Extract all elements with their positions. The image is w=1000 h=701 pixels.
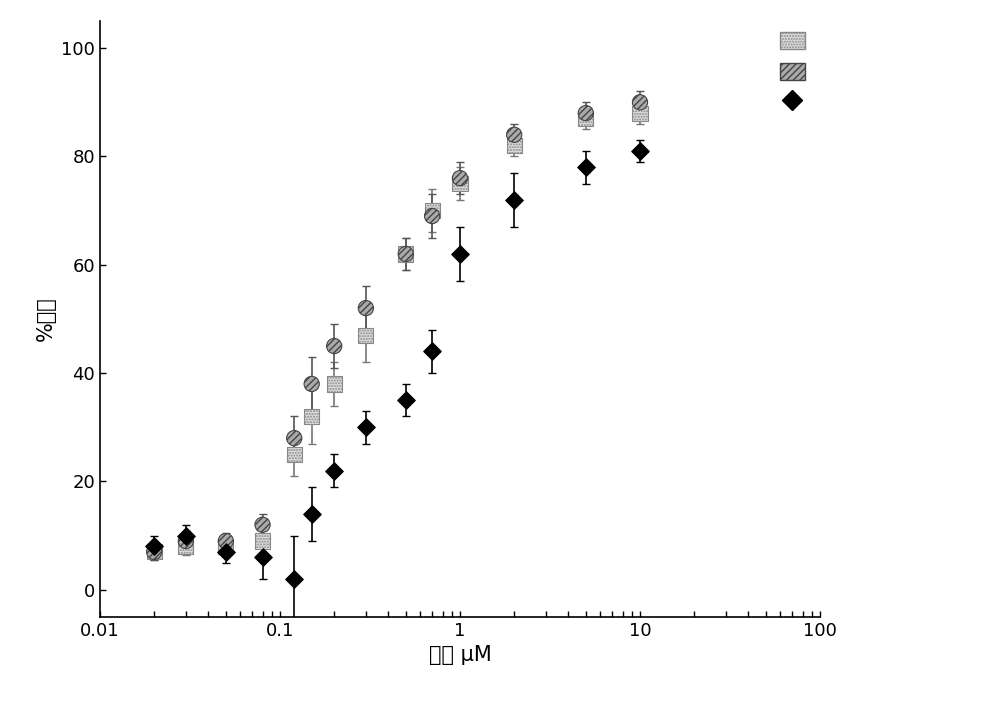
- Y-axis label: %抑制: %抑制: [36, 297, 56, 341]
- Point: [578, 107, 594, 118]
- Point: [326, 341, 342, 352]
- Point: [358, 329, 374, 341]
- Point: [506, 140, 522, 151]
- Point: [326, 379, 342, 390]
- Point: [146, 541, 162, 552]
- Point: [304, 379, 320, 390]
- Point: [424, 210, 440, 222]
- X-axis label: 浓度 μM: 浓度 μM: [429, 646, 491, 665]
- Point: [255, 552, 271, 563]
- Point: [398, 395, 414, 406]
- Point: [178, 530, 194, 541]
- Point: [146, 546, 162, 557]
- Point: [286, 449, 302, 460]
- Point: [452, 172, 468, 184]
- Point: [304, 508, 320, 519]
- Point: [286, 433, 302, 444]
- Point: [178, 536, 194, 547]
- Point: [286, 573, 302, 585]
- Point: [578, 162, 594, 173]
- Point: [632, 145, 648, 156]
- Point: [506, 194, 522, 205]
- Point: [578, 113, 594, 124]
- Point: [255, 519, 271, 531]
- Point: [178, 541, 194, 552]
- Point: [326, 465, 342, 476]
- Point: [424, 346, 440, 357]
- Point: [632, 107, 648, 118]
- Point: [358, 303, 374, 314]
- Point: [452, 248, 468, 259]
- Point: [218, 541, 234, 552]
- Point: [632, 97, 648, 108]
- Point: [146, 546, 162, 557]
- Point: [452, 178, 468, 189]
- Point: [424, 205, 440, 216]
- Point: [506, 129, 522, 140]
- Point: [398, 248, 414, 259]
- Point: [358, 422, 374, 433]
- Point: [398, 248, 414, 259]
- Point: [218, 546, 234, 557]
- Point: [218, 536, 234, 547]
- Point: [255, 536, 271, 547]
- Point: [304, 411, 320, 422]
- Legend: , , : , ,: [776, 28, 813, 115]
